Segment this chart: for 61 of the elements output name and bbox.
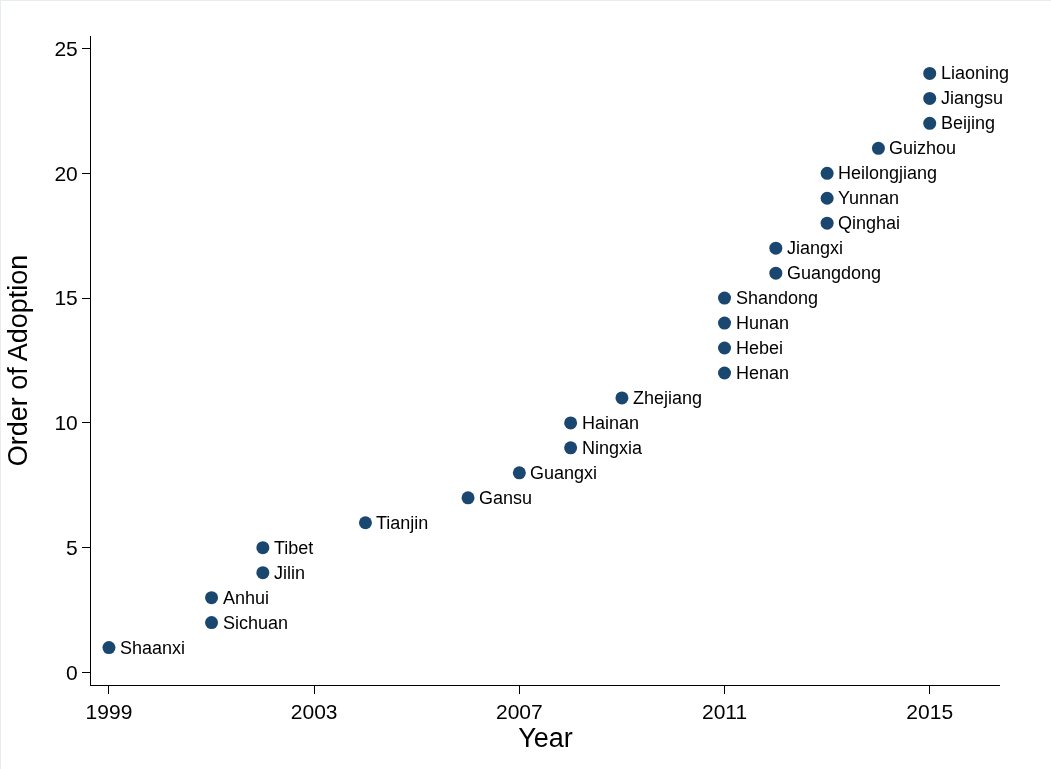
- y-axis-title: Order of Adoption: [3, 254, 33, 467]
- point: [718, 316, 732, 330]
- point: [871, 141, 885, 155]
- annotation: Jiangsu: [941, 88, 1004, 108]
- y-tick-label: 10: [54, 411, 78, 435]
- y-tick-label: 5: [66, 536, 78, 560]
- point: [923, 91, 937, 105]
- point: [923, 116, 937, 130]
- annotation: Shandong: [736, 288, 819, 308]
- annotation: Sichuan: [223, 613, 289, 633]
- point: [615, 391, 629, 405]
- point: [718, 341, 732, 355]
- y-tick-label: 20: [54, 161, 78, 185]
- point: [769, 241, 783, 255]
- annotation: Hebei: [736, 338, 784, 358]
- annotation: Jilin: [274, 563, 306, 583]
- x-tick-label: 1999: [85, 700, 133, 724]
- point: [718, 366, 732, 380]
- annotation: Gansu: [479, 488, 533, 508]
- point: [923, 66, 937, 80]
- x-tick-label: 2011: [701, 700, 748, 724]
- point: [564, 441, 578, 455]
- annotation: Yunnan: [838, 188, 900, 208]
- point: [718, 291, 732, 305]
- point: [461, 491, 475, 505]
- annotation: Ningxia: [582, 438, 644, 458]
- point: [256, 566, 270, 580]
- annotation: Guangxi: [530, 463, 598, 483]
- annotation: Jiangxi: [787, 238, 844, 258]
- y-tick-label: 25: [54, 36, 78, 60]
- y-tick-label: 15: [54, 286, 78, 310]
- annotation: Heilongjiang: [838, 163, 938, 183]
- annotation: Anhui: [223, 588, 270, 608]
- x-tick-label: 2003: [290, 700, 338, 724]
- point: [256, 541, 270, 555]
- point: [820, 166, 834, 180]
- annotation: Hunan: [736, 313, 790, 333]
- x-tick-label: 2015: [906, 700, 954, 724]
- x-tick-label: 2007: [495, 700, 543, 724]
- annotation: Tibet: [274, 538, 314, 558]
- point: [564, 416, 578, 430]
- point: [769, 266, 783, 280]
- annotation: Zhejiang: [633, 388, 703, 408]
- annotation: Guizhou: [889, 138, 957, 158]
- annotation: Beijing: [941, 113, 996, 133]
- point: [512, 466, 526, 480]
- point: [205, 591, 219, 605]
- point: [205, 616, 219, 630]
- point: [102, 641, 116, 655]
- annotation: Qinghai: [838, 213, 901, 233]
- annotation: Henan: [736, 363, 790, 383]
- annotation: Liaoning: [941, 63, 1010, 83]
- annotation: Shaanxi: [120, 638, 186, 658]
- y-tick-label: 0: [66, 660, 78, 684]
- annotation: Hainan: [582, 413, 640, 433]
- annotation: Guangdong: [787, 263, 882, 283]
- point: [358, 516, 372, 530]
- annotation: Tianjin: [376, 513, 429, 533]
- x-axis-title: Year: [518, 723, 573, 754]
- point: [820, 191, 834, 205]
- point: [820, 216, 834, 230]
